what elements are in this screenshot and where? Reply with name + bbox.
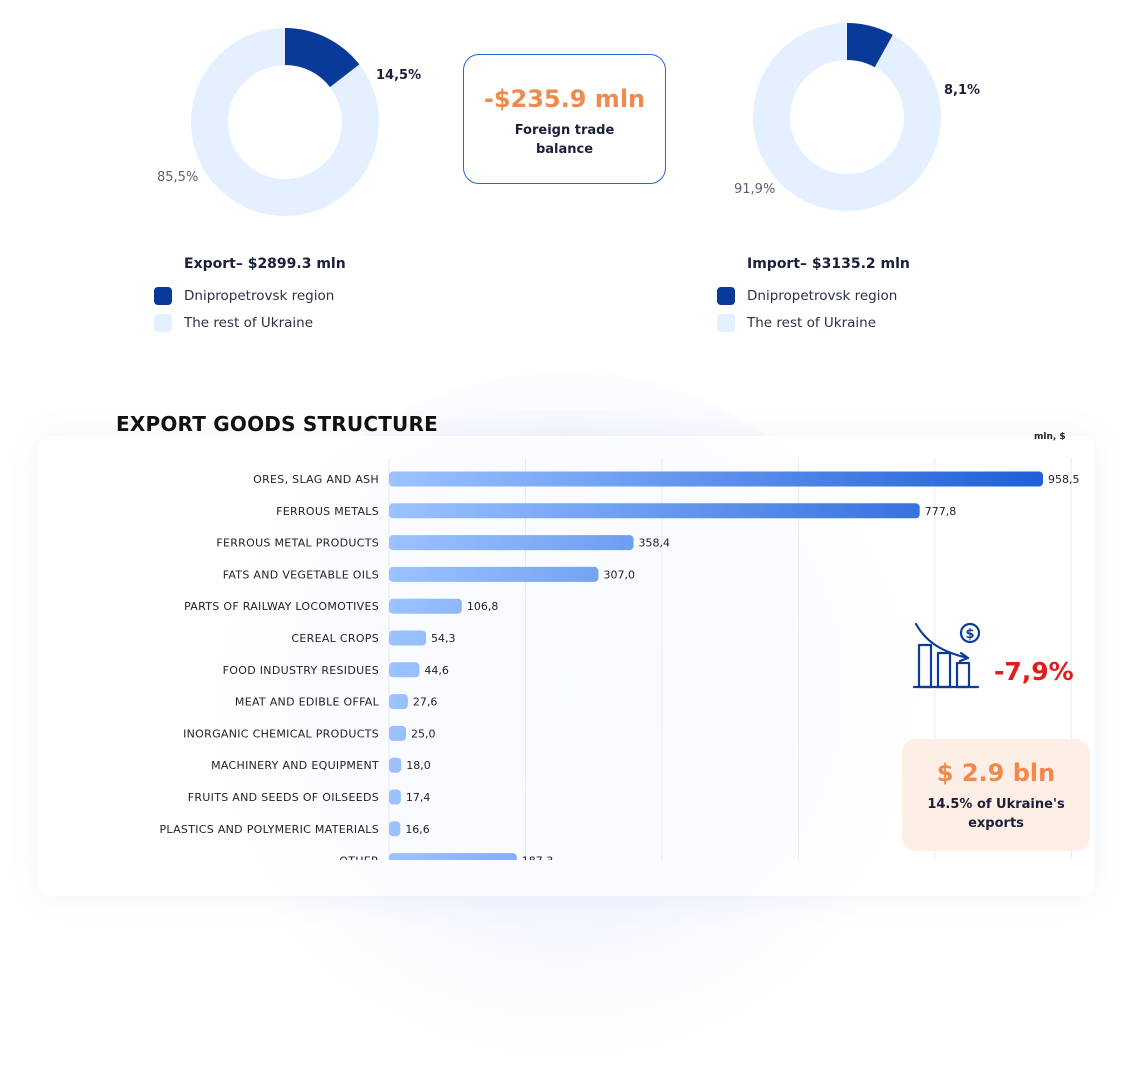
trade-balance-box: -$235.9 mln Foreign trade balance [463, 54, 666, 184]
import-title: Import– $3135.2 mln [747, 256, 910, 272]
category-label: PARTS OF RAILWAY LOCOMOTIVES [184, 600, 379, 613]
export-summary-box: $ 2.9 bln 14.5% of Ukraine's exports [902, 739, 1090, 851]
category-label: FATS AND VEGETABLE OILS [223, 568, 379, 581]
legend-label: The rest of Ukraine [184, 314, 314, 331]
bar [389, 503, 920, 519]
category-label: MACHINERY AND EQUIPMENT [211, 759, 379, 772]
export-rest-percent: 85,5% [157, 170, 199, 185]
legend-swatch-rest [717, 313, 735, 332]
export-region-percent: 14,5% [376, 68, 422, 83]
category-label: PLASTICS AND POLYMERIC MATERIALS [159, 823, 379, 836]
export-legend: Export– $2899.3 mln Dnipropetrovsk regio… [154, 256, 346, 336]
category-label: FERROUS METAL PRODUCTS [216, 537, 379, 550]
value-label: 17,4 [406, 791, 431, 804]
import-region-percent: 8,1% [944, 83, 981, 98]
chart-title: EXPORT GOODS STRUCTURE [116, 412, 438, 436]
bar [389, 789, 401, 805]
category-label: OTHER [339, 855, 379, 860]
import-region-slice [847, 23, 893, 68]
category-label: INORGANIC CHEMICAL PRODUCTS [183, 727, 379, 740]
export-total-value: $ 2.9 bln [936, 759, 1056, 787]
value-label: 18,0 [406, 759, 431, 772]
bar [389, 694, 408, 710]
bar [389, 662, 420, 678]
trade-balance-value: -$235.9 mln [483, 85, 646, 113]
chart-unit-label: mln, $ [1034, 432, 1066, 442]
bar [389, 725, 407, 741]
bar [389, 630, 427, 646]
value-label: 358,4 [639, 537, 671, 550]
legend-label: The rest of Ukraine [747, 314, 877, 331]
category-label: CEREAL CROPS [291, 632, 379, 645]
export-goods-bar-chart: ORES, SLAG AND ASH 958,5 FERROUS METALS 777… [159, 458, 1080, 860]
value-label: 54,3 [431, 632, 456, 645]
declining-bar-chart-dollar-icon: $ [912, 622, 981, 689]
value-label: 958,5 [1048, 473, 1080, 486]
legend-swatch-region [717, 286, 735, 305]
export-change-value: -7,9% [994, 657, 1074, 686]
import-rest-percent: 91,9% [734, 182, 776, 197]
legend-item-rest: The rest of Ukraine [717, 309, 910, 336]
value-label: 16,6 [405, 823, 430, 836]
value-label: 25,0 [411, 727, 436, 740]
export-share-label: 14.5% of Ukraine's exports [927, 797, 1065, 831]
legend-label: Dnipropetrovsk region [747, 287, 898, 304]
legend-item-region: Dnipropetrovsk region [154, 282, 346, 309]
category-label: FRUITS AND SEEDS OF OILSEEDS [188, 791, 379, 804]
legend-swatch-rest [154, 313, 172, 332]
export-title: Export– $2899.3 mln [184, 256, 346, 272]
value-label: 777,8 [925, 505, 957, 518]
bar [389, 757, 402, 773]
import-legend: Import– $3135.2 mln Dnipropetrovsk regio… [717, 256, 910, 336]
value-label: 27,6 [413, 696, 438, 709]
value-label: 106,8 [467, 600, 499, 613]
category-label: FERROUS METALS [276, 505, 379, 518]
export-donut-chart [191, 28, 379, 216]
category-label: ORES, SLAG AND ASH [253, 473, 379, 486]
bar [389, 566, 599, 582]
export-region-slice [285, 28, 360, 88]
bar [389, 598, 462, 614]
legend-item-rest: The rest of Ukraine [154, 309, 346, 336]
bar [389, 471, 1043, 487]
bar [389, 535, 634, 551]
value-label: 44,6 [424, 664, 449, 677]
bar [389, 821, 401, 837]
svg-text:$: $ [965, 627, 974, 642]
bar [389, 853, 517, 860]
legend-swatch-region [154, 286, 172, 305]
value-label: 187,3 [522, 855, 554, 860]
value-label: 307,0 [603, 568, 635, 581]
import-donut-chart [753, 23, 941, 211]
legend-label: Dnipropetrovsk region [184, 287, 335, 304]
category-label: MEAT AND EDIBLE OFFAL [235, 696, 380, 709]
category-label: FOOD INDUSTRY RESIDUES [223, 664, 379, 677]
trade-balance-label: Foreign trade balance [514, 123, 615, 157]
legend-item-region: Dnipropetrovsk region [717, 282, 910, 309]
